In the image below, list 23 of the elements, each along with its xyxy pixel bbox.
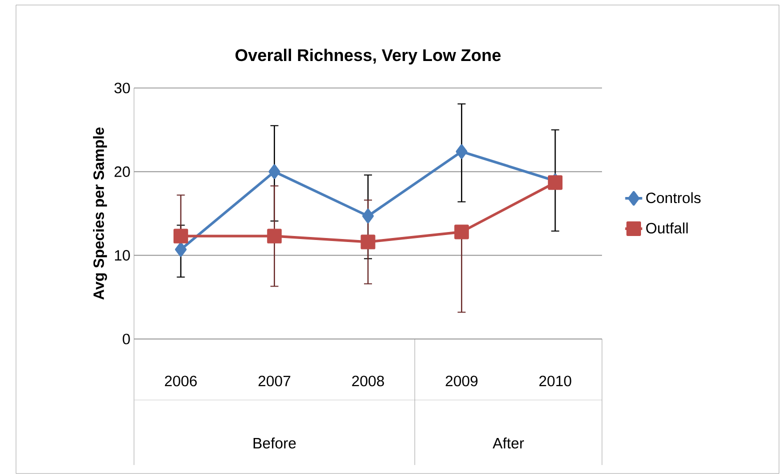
text: After [492,438,524,448]
text: Before [254,438,296,448]
point [454,224,469,240]
legend-label: Controls [646,192,701,204]
y-tick-label: 10 [115,250,130,261]
point [175,242,187,257]
x-tick-label: 2008 [352,376,384,386]
point [174,228,188,244]
y-axis-title: Avg Species per Sample [93,128,108,300]
x-tick-label: 2009 [446,376,478,386]
y-tick-label: 30 [114,82,130,94]
x-tick-label: 2007 [258,376,290,386]
legend-label: Outfall [646,222,688,234]
point [456,144,468,159]
point [267,228,282,244]
chart-title: Overall Richness, Very Low Zone [236,48,501,65]
point [268,164,280,179]
y-tick-label: 0 [122,334,130,344]
point [362,208,374,224]
x-tick-label: 2006 [164,376,197,386]
point [360,234,376,250]
x-tick-label: 2010 [539,376,572,386]
y-tick-label: 20 [114,166,130,177]
